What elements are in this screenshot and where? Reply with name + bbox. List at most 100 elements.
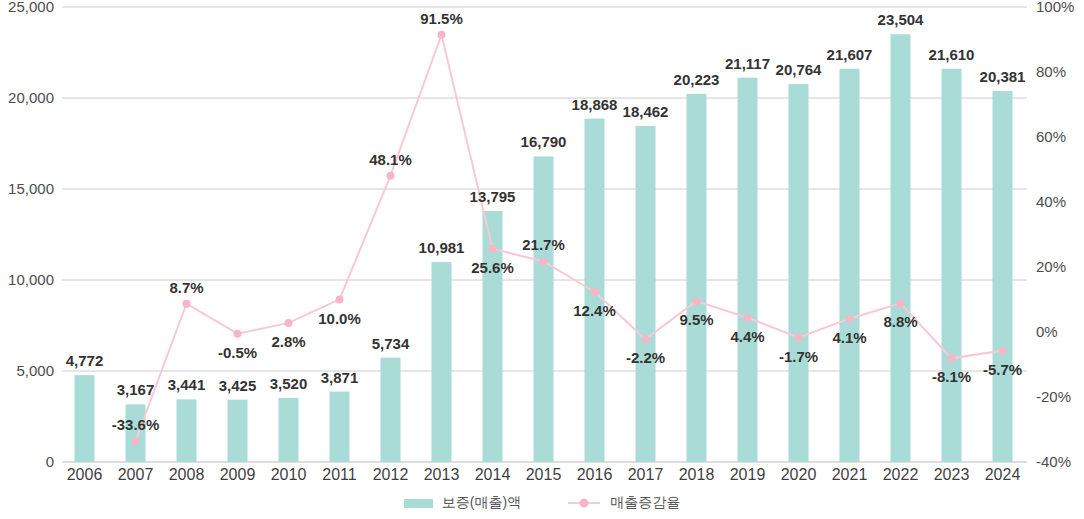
line-point bbox=[693, 297, 701, 305]
line-point bbox=[999, 347, 1007, 355]
bar bbox=[789, 84, 809, 462]
bar-value-label: 23,504 bbox=[878, 11, 925, 28]
right-axis-tick-label: 40% bbox=[1036, 193, 1066, 210]
x-axis-tick-label: 2013 bbox=[424, 466, 460, 483]
x-axis-tick-label: 2007 bbox=[118, 466, 154, 483]
line-value-label: 9.5% bbox=[679, 311, 713, 328]
line-point bbox=[897, 299, 905, 307]
left-axis-tick-label: 0 bbox=[46, 453, 54, 470]
right-axis-ticks: 100%80%60%40%20%0%-20%-40% bbox=[1036, 0, 1074, 470]
bar-value-label: 21,117 bbox=[725, 55, 770, 72]
line-value-label: -8.1% bbox=[932, 368, 971, 385]
line-value-label: 25.6% bbox=[471, 259, 514, 276]
x-axis-tick-label: 2022 bbox=[883, 466, 919, 483]
line-value-label: -1.7% bbox=[779, 348, 818, 365]
bar bbox=[891, 34, 911, 462]
bar bbox=[432, 262, 452, 462]
x-axis-tick-label: 2016 bbox=[577, 466, 613, 483]
right-axis-tick-label: 20% bbox=[1036, 258, 1066, 275]
line-point bbox=[948, 354, 956, 362]
left-axis-ticks: 25,000 20,000 15,000 10,000 5,000 0 bbox=[8, 0, 54, 470]
x-axis-tick-label: 2017 bbox=[628, 466, 664, 483]
line-value-label: 21.7% bbox=[522, 236, 565, 253]
x-axis-tick-label: 2019 bbox=[730, 466, 766, 483]
x-axis-tick-label: 2006 bbox=[67, 466, 103, 483]
x-axis-tick-label: 2011 bbox=[322, 466, 357, 483]
bar bbox=[840, 69, 860, 462]
legend: 보증(매출)액 매출증감율 bbox=[0, 494, 1084, 512]
bar bbox=[75, 375, 95, 462]
line-value-label: 8.8% bbox=[883, 313, 917, 330]
bar-value-label: 18,462 bbox=[623, 103, 669, 120]
line-point bbox=[336, 296, 344, 304]
left-axis-tick-label: 15,000 bbox=[8, 180, 54, 197]
bar bbox=[228, 400, 248, 462]
x-axis-tick-label: 2014 bbox=[475, 466, 511, 483]
line-value-label: 8.7% bbox=[169, 279, 203, 296]
x-axis-tick-label: 2009 bbox=[220, 466, 256, 483]
bar bbox=[177, 399, 197, 462]
x-axis-tick-label: 2015 bbox=[526, 466, 562, 483]
bar bbox=[738, 78, 758, 462]
bar-value-label: 3,425 bbox=[219, 377, 257, 394]
bar bbox=[330, 392, 350, 462]
x-axis-ticks: 2006200720082009201020112012201320142015… bbox=[67, 466, 1021, 483]
line-legend-icon bbox=[567, 497, 601, 509]
bar-value-label: 3,871 bbox=[321, 369, 359, 386]
line-series bbox=[132, 31, 1007, 446]
legend-label: 매출증감율 bbox=[610, 494, 680, 512]
bar-value-label: 10,981 bbox=[419, 239, 465, 256]
right-axis-tick-label: 80% bbox=[1036, 63, 1066, 80]
bar bbox=[687, 94, 707, 462]
bar-value-label: 20,764 bbox=[776, 61, 823, 78]
x-axis-tick-label: 2020 bbox=[781, 466, 817, 483]
line-point bbox=[489, 245, 497, 253]
legend-label: 보증(매출)액 bbox=[442, 494, 521, 512]
right-axis-tick-label: 100% bbox=[1036, 0, 1074, 15]
right-axis-tick-label: -40% bbox=[1036, 453, 1071, 470]
bar bbox=[942, 69, 962, 462]
line-point bbox=[846, 315, 854, 323]
right-axis-tick-label: 0% bbox=[1036, 323, 1058, 340]
right-axis-tick-label: -20% bbox=[1036, 388, 1071, 405]
bar-value-label: 20,223 bbox=[674, 71, 720, 88]
left-axis-tick-label: 10,000 bbox=[8, 271, 54, 288]
line-point bbox=[438, 31, 446, 39]
trend-line bbox=[136, 35, 1003, 442]
bar-value-label: 3,167 bbox=[117, 381, 155, 398]
bar-value-label: 3,441 bbox=[168, 376, 206, 393]
bar-value-label: 21,610 bbox=[929, 46, 975, 63]
bar-value-label: 16,790 bbox=[521, 133, 567, 150]
legend-item-bar-series[interactable]: 보증(매출)액 bbox=[404, 494, 521, 512]
line-point bbox=[234, 330, 242, 338]
x-axis-tick-label: 2018 bbox=[679, 466, 715, 483]
x-axis-tick-label: 2012 bbox=[373, 466, 409, 483]
bar-value-label: 3,520 bbox=[270, 375, 308, 392]
line-value-label: -0.5% bbox=[218, 344, 257, 361]
bar bbox=[636, 126, 656, 462]
line-point bbox=[132, 437, 140, 445]
line-value-label: 2.8% bbox=[271, 333, 305, 350]
line-point bbox=[387, 172, 395, 180]
bar-value-label: 4,772 bbox=[66, 352, 104, 369]
line-point bbox=[540, 257, 548, 265]
x-axis-tick-label: 2008 bbox=[169, 466, 205, 483]
bar-value-label: 13,795 bbox=[470, 188, 516, 205]
bar bbox=[993, 91, 1013, 462]
line-point bbox=[591, 288, 599, 296]
line-point bbox=[183, 300, 191, 308]
bar bbox=[381, 358, 401, 462]
line-value-label: -33.6% bbox=[112, 416, 160, 433]
x-axis-tick-label: 2021 bbox=[832, 466, 868, 483]
bar-swatch-icon bbox=[404, 499, 433, 508]
left-axis-tick-label: 25,000 bbox=[8, 0, 54, 15]
line-value-label: -5.7% bbox=[983, 361, 1022, 378]
left-axis-tick-label: 5,000 bbox=[16, 362, 54, 379]
bar-value-label: 18,868 bbox=[572, 96, 618, 113]
line-point bbox=[285, 319, 293, 327]
line-point bbox=[795, 334, 803, 342]
bar bbox=[279, 398, 299, 462]
left-axis-tick-label: 20,000 bbox=[8, 89, 54, 106]
legend-item-line-series[interactable]: 매출증감율 bbox=[567, 494, 680, 512]
x-axis-tick-label: 2024 bbox=[985, 466, 1021, 483]
